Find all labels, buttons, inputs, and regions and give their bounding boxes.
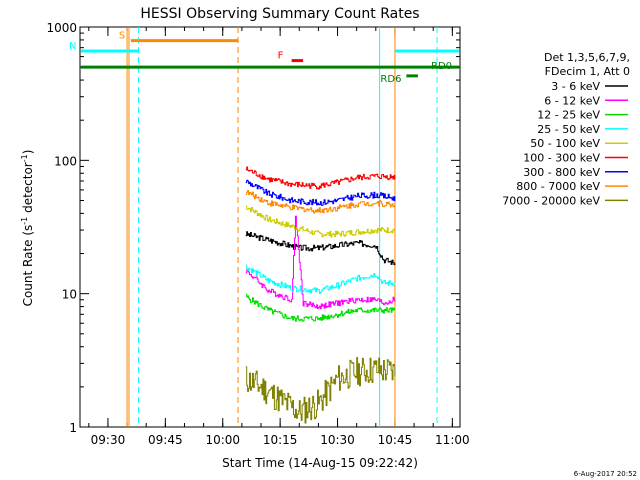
legend-header-line-2: FDecim 1, Att 0 bbox=[545, 65, 630, 78]
y-tick-label: 1000 bbox=[46, 21, 77, 35]
segment-label: RD6 bbox=[380, 74, 401, 85]
x-tick-label: 09:45 bbox=[148, 433, 183, 447]
x-tick-label: 11:00 bbox=[435, 433, 470, 447]
legend-label: 100 - 300 keV bbox=[523, 152, 600, 165]
x-tick-label: 10:00 bbox=[205, 433, 240, 447]
legend-label: 3 - 6 keV bbox=[551, 80, 600, 93]
series-line bbox=[245, 293, 396, 322]
series-line bbox=[245, 231, 396, 266]
x-tick-label: 10:30 bbox=[320, 433, 355, 447]
series-line bbox=[245, 357, 396, 424]
segment-label: RD0 bbox=[431, 61, 452, 72]
x-axis-label: Start Time (14-Aug-15 09:22:42) bbox=[222, 456, 418, 470]
segment-label: S bbox=[119, 31, 125, 42]
event-lines bbox=[126, 27, 438, 427]
series-line bbox=[245, 205, 396, 238]
plot-axes: 1 10 100 1000 09:30 09:45 10:00 10:15 10:30 10:45… bbox=[46, 21, 469, 447]
series-line bbox=[245, 215, 396, 310]
legend-label: 300 - 800 keV bbox=[523, 166, 600, 179]
y-tick-label: 1 bbox=[69, 421, 77, 435]
y-tick-label: 100 bbox=[54, 154, 77, 168]
x-tick-label: 10:15 bbox=[263, 433, 298, 447]
y-axis-label: Count Rate (s-1 detector-1) bbox=[20, 150, 35, 307]
count-rate-series bbox=[245, 166, 396, 424]
x-tick-label: 09:30 bbox=[91, 433, 126, 447]
legend-label: 7000 - 20000 keV bbox=[502, 194, 600, 207]
legend-label: 25 - 50 keV bbox=[537, 123, 600, 136]
legend-header-line-1: Det 1,3,5,6,7,9, bbox=[544, 51, 630, 64]
chart-title: HESSI Observing Summary Count Rates bbox=[140, 6, 419, 22]
legend-label: 50 - 100 keV bbox=[530, 137, 600, 150]
series-line bbox=[245, 179, 396, 206]
date-stamp: 6-Aug-2017 20:52 bbox=[574, 470, 637, 478]
x-tick-label: 10:45 bbox=[378, 433, 413, 447]
series-line bbox=[245, 190, 396, 214]
segment-label: N bbox=[69, 41, 76, 52]
legend-label: 6 - 12 keV bbox=[544, 94, 600, 107]
plot-frame bbox=[79, 26, 461, 428]
legend-label: 800 - 7000 keV bbox=[516, 180, 600, 193]
series-line bbox=[245, 166, 396, 190]
segment-label: F bbox=[278, 51, 284, 62]
y-tick-label: 10 bbox=[62, 288, 77, 302]
status-segments: S N F RD0 RD6 bbox=[69, 31, 459, 85]
legend: Det 1,3,5,6,7,9, FDecim 1, Att 0 3 - 6 k… bbox=[502, 51, 630, 207]
legend-label: 12 - 25 keV bbox=[537, 109, 600, 122]
series-line bbox=[245, 264, 396, 294]
